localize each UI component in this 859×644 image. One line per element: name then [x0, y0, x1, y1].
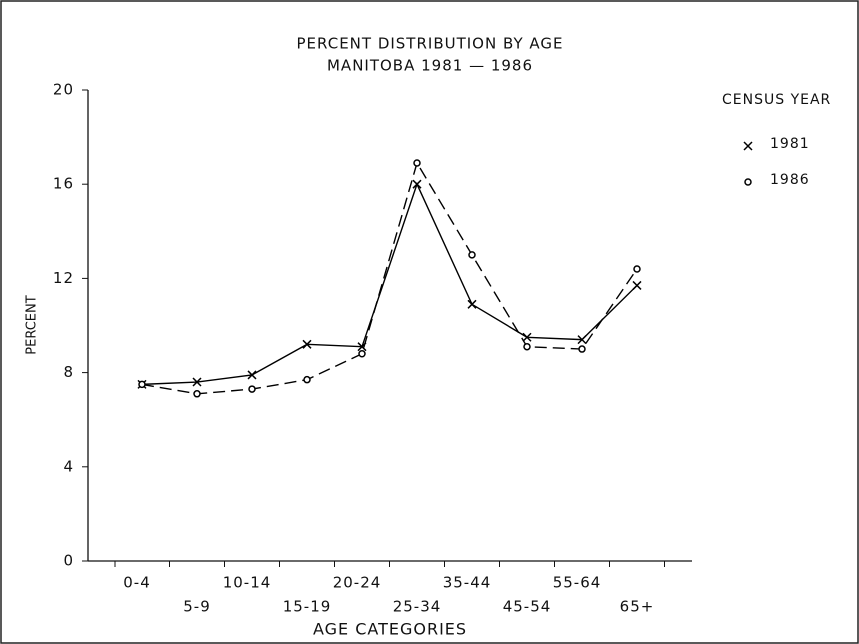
legend-marker — [743, 141, 753, 151]
data-point — [523, 342, 531, 351]
data-point — [247, 370, 257, 380]
series-line — [141, 182, 638, 386]
series-line — [141, 161, 638, 395]
data-point — [358, 350, 366, 358]
legend-label: 1986 — [770, 172, 810, 188]
data-point — [578, 345, 586, 353]
data-point — [467, 299, 477, 309]
y-tick-label: 8 — [63, 363, 74, 381]
legend-label: 1981 — [770, 136, 810, 152]
y-axis-label: PERCENT — [25, 295, 40, 354]
y-tick-label: 4 — [63, 457, 74, 475]
x-tick-label: 15-19 — [283, 598, 332, 616]
data-point — [577, 335, 587, 345]
data-point — [303, 375, 311, 384]
x-tick-label: 20-24 — [333, 574, 382, 592]
y-tick-label: 12 — [53, 269, 74, 287]
x-tick-label: 35-44 — [443, 574, 492, 592]
data-point — [193, 390, 201, 398]
data-point — [138, 380, 146, 389]
data-point — [413, 159, 421, 167]
legend-title: CENSUS YEAR — [722, 92, 831, 108]
x-tick-label: 45-54 — [503, 598, 552, 616]
y-tick-label: 16 — [53, 175, 74, 193]
data-point — [632, 280, 642, 290]
y-tick-label: 0 — [63, 552, 74, 570]
x-tick-label: 65+ — [620, 598, 655, 616]
x-tick-label: 5-9 — [183, 598, 211, 616]
chart-subtitle: MANITOBA 1981 — 1986 — [327, 57, 533, 75]
data-point — [248, 385, 256, 393]
data-point — [633, 265, 641, 273]
x-tick-label: 10-14 — [223, 574, 272, 592]
x-tick-label: 55-64 — [553, 574, 602, 592]
x-axis-label: AGE CATEGORIES — [313, 620, 467, 639]
data-point — [192, 377, 202, 387]
data-point — [468, 251, 476, 259]
x-tick-label: 25-34 — [393, 598, 442, 616]
x-tick-label: 0-4 — [123, 574, 151, 592]
chart-title: PERCENT DISTRIBUTION BY AGE — [297, 35, 564, 53]
y-tick-label: 20 — [53, 81, 74, 99]
data-point — [302, 339, 312, 349]
data-point — [412, 179, 422, 189]
data-point — [522, 332, 532, 342]
legend-marker — [744, 178, 752, 186]
